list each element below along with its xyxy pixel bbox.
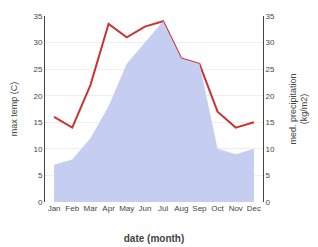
svg-text:med. precipitation(kg/m2): med. precipitation(kg/m2) — [288, 73, 310, 144]
svg-text:25: 25 — [33, 65, 42, 74]
svg-text:35: 35 — [33, 12, 42, 21]
svg-text:0: 0 — [266, 198, 271, 207]
svg-text:10: 10 — [33, 145, 42, 154]
svg-text:30: 30 — [33, 38, 42, 47]
svg-text:max temp (C): max temp (C) — [9, 82, 19, 137]
svg-text:5: 5 — [266, 171, 271, 180]
svg-text:Oct: Oct — [211, 204, 224, 213]
svg-text:date (month): date (month) — [124, 233, 185, 244]
svg-text:5: 5 — [38, 171, 43, 180]
svg-text:Jan: Jan — [48, 204, 61, 213]
svg-text:20: 20 — [33, 92, 42, 101]
svg-text:10: 10 — [266, 145, 275, 154]
svg-text:Sep: Sep — [192, 204, 207, 213]
svg-text:Nov: Nov — [229, 204, 243, 213]
svg-text:Feb: Feb — [65, 204, 79, 213]
svg-text:Jul: Jul — [158, 204, 168, 213]
svg-text:30: 30 — [266, 38, 275, 47]
svg-text:15: 15 — [33, 118, 42, 127]
svg-text:May: May — [119, 204, 134, 213]
svg-text:25: 25 — [266, 65, 275, 74]
svg-text:20: 20 — [266, 92, 275, 101]
svg-text:Aug: Aug — [174, 204, 188, 213]
svg-text:Mar: Mar — [84, 204, 98, 213]
svg-text:Dec: Dec — [247, 204, 261, 213]
svg-text:0: 0 — [38, 198, 43, 207]
svg-text:Apr: Apr — [102, 204, 115, 213]
svg-text:Jun: Jun — [138, 204, 151, 213]
svg-text:35: 35 — [266, 12, 275, 21]
svg-text:15: 15 — [266, 118, 275, 127]
